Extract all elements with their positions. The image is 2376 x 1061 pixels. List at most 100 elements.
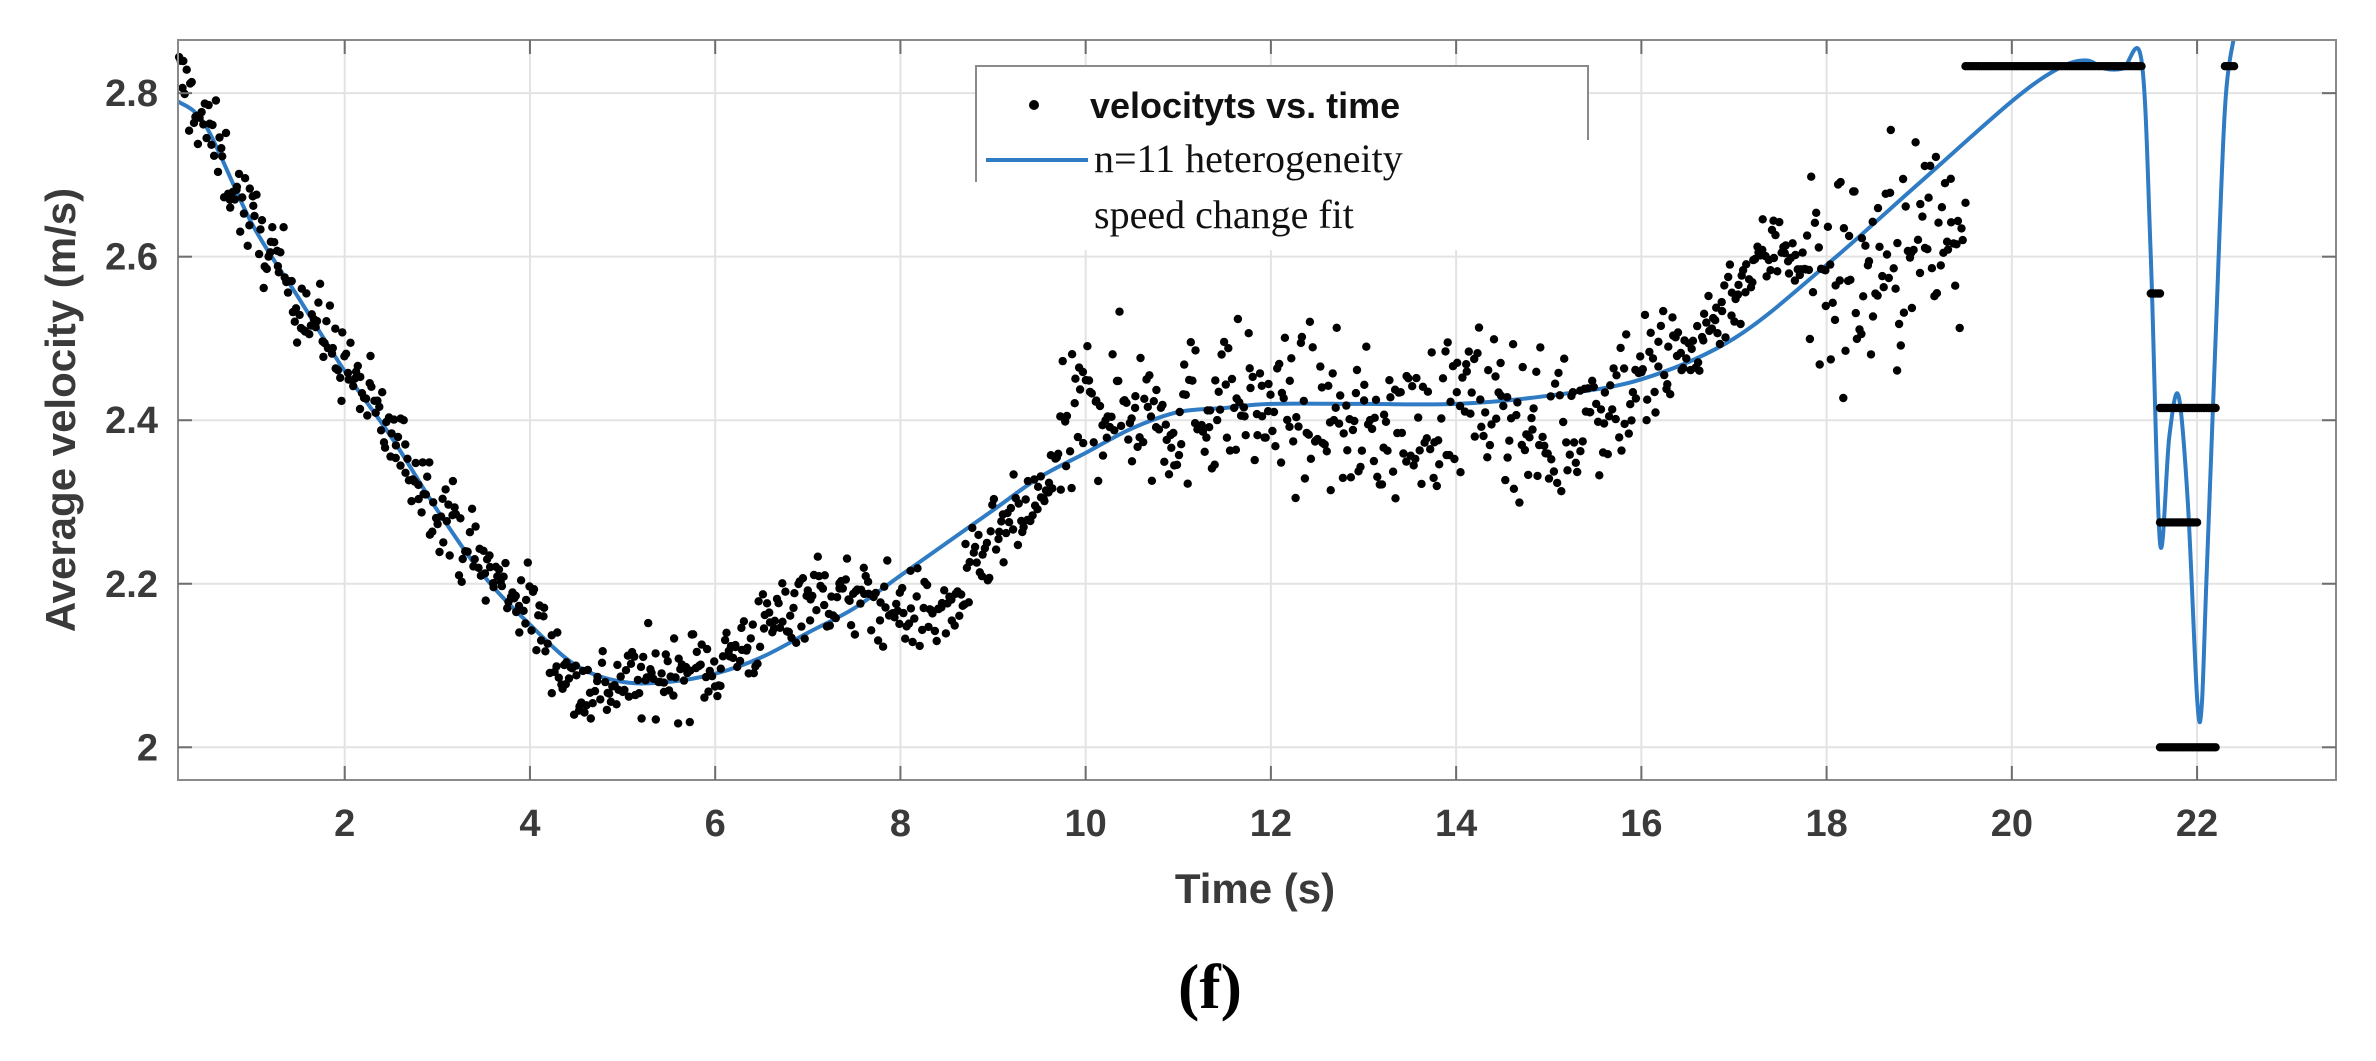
scatter-point <box>1033 505 1042 514</box>
scatter-point <box>571 661 581 670</box>
scatter-point <box>1009 470 1018 479</box>
scatter-point <box>2229 61 2239 71</box>
scatter-point <box>1369 456 1379 466</box>
scatter-point <box>1682 354 1691 363</box>
scatter-point <box>1608 405 1617 414</box>
scatter-point <box>820 571 829 580</box>
scatter-point <box>1861 241 1870 250</box>
scatter-point <box>910 614 919 623</box>
scatter-point <box>467 504 477 513</box>
x-tick-label: 22 <box>2176 803 2218 845</box>
scatter-point <box>1001 528 1011 538</box>
scatter-point <box>1841 346 1850 355</box>
scatter-point <box>1951 281 1960 290</box>
scatter-point <box>209 151 219 160</box>
scatter-point <box>262 264 271 274</box>
scatter-point <box>346 338 355 347</box>
scatter-point <box>1557 487 1566 496</box>
scatter-point <box>1287 354 1296 363</box>
scatter-point <box>389 415 399 424</box>
scatter-point <box>1957 224 1966 233</box>
scatter-point <box>797 622 806 631</box>
scatter-point <box>1736 319 1745 329</box>
x-tick-label: 20 <box>1991 803 2033 845</box>
scatter-point <box>746 634 755 643</box>
scatter-point <box>1485 440 1495 450</box>
scatter-point <box>2211 743 2220 752</box>
scatter-point <box>1021 495 1030 504</box>
scatter-point <box>1158 400 1167 410</box>
scatter-point <box>605 689 614 698</box>
scatter-point <box>197 107 206 117</box>
scatter-point <box>1381 417 1391 426</box>
scatter-point <box>1573 467 1582 477</box>
scatter-point <box>325 301 335 310</box>
scatter-point <box>291 304 301 313</box>
scatter-point <box>1563 466 1572 475</box>
scatter-point <box>898 583 907 593</box>
scatter-point <box>1078 367 1088 377</box>
scatter-point <box>845 596 854 605</box>
scatter-point <box>1936 261 1946 270</box>
scatter-point <box>940 586 949 595</box>
scatter-point <box>1036 472 1046 481</box>
scatter-point <box>391 453 400 463</box>
scatter-point <box>218 152 227 161</box>
scatter-point <box>336 373 345 382</box>
scatter-point <box>1620 419 1629 429</box>
scatter-point <box>624 692 634 701</box>
scatter-point <box>1127 457 1137 466</box>
scatter-point <box>1350 416 1359 426</box>
scatter-point <box>904 619 914 628</box>
scatter-point <box>1766 266 1775 275</box>
scatter-point <box>1773 267 1782 276</box>
scatter-point <box>1147 476 1157 485</box>
scatter-point <box>1065 447 1075 456</box>
scatter-point <box>1432 481 1442 491</box>
scatter-point <box>1642 416 1651 425</box>
scatter-point <box>375 402 384 411</box>
scatter-point <box>700 693 709 702</box>
scatter-point <box>1599 419 1609 428</box>
scatter-point <box>454 571 464 580</box>
scatter-point <box>1836 177 1845 187</box>
scatter-point <box>521 595 531 605</box>
scatter-point <box>207 140 216 149</box>
scatter-point <box>1108 350 1117 359</box>
scatter-point <box>1918 212 1927 221</box>
scatter-point <box>637 714 646 723</box>
scatter-point <box>883 556 892 565</box>
scatter-point <box>564 674 574 683</box>
scatter-point <box>704 687 713 696</box>
scatter-point <box>1560 354 1569 363</box>
scatter-point <box>554 673 563 682</box>
scatter-point <box>1269 407 1279 417</box>
scatter-point <box>831 613 840 623</box>
scatter-point <box>1417 479 1426 489</box>
scatter-point <box>1879 283 1888 292</box>
scatter-point <box>805 616 815 625</box>
scatter-point <box>1569 438 1579 447</box>
scatter-point <box>1527 413 1536 423</box>
scatter-point <box>435 547 444 557</box>
scatter-point <box>1911 138 1920 147</box>
scatter-point <box>1214 387 1223 396</box>
scatter-point <box>1477 422 1486 431</box>
scatter-point <box>1550 379 1560 388</box>
scatter-point <box>765 608 774 617</box>
scatter-point <box>1666 390 1675 399</box>
scatter-point <box>1479 431 1488 441</box>
scatter-point <box>755 642 765 651</box>
scatter-point <box>1512 410 1521 420</box>
scatter-point <box>1901 202 1910 211</box>
scatter-point <box>1473 349 1482 358</box>
scatter-point <box>1525 433 1534 442</box>
scatter-point <box>1481 408 1490 417</box>
scatter-point <box>1464 347 1474 356</box>
scatter-point <box>1626 400 1635 409</box>
scatter-point <box>928 609 937 618</box>
scatter-point <box>1127 414 1136 423</box>
scatter-point <box>302 289 311 298</box>
scatter-point <box>1130 403 1140 413</box>
scatter-point <box>1528 425 1537 434</box>
